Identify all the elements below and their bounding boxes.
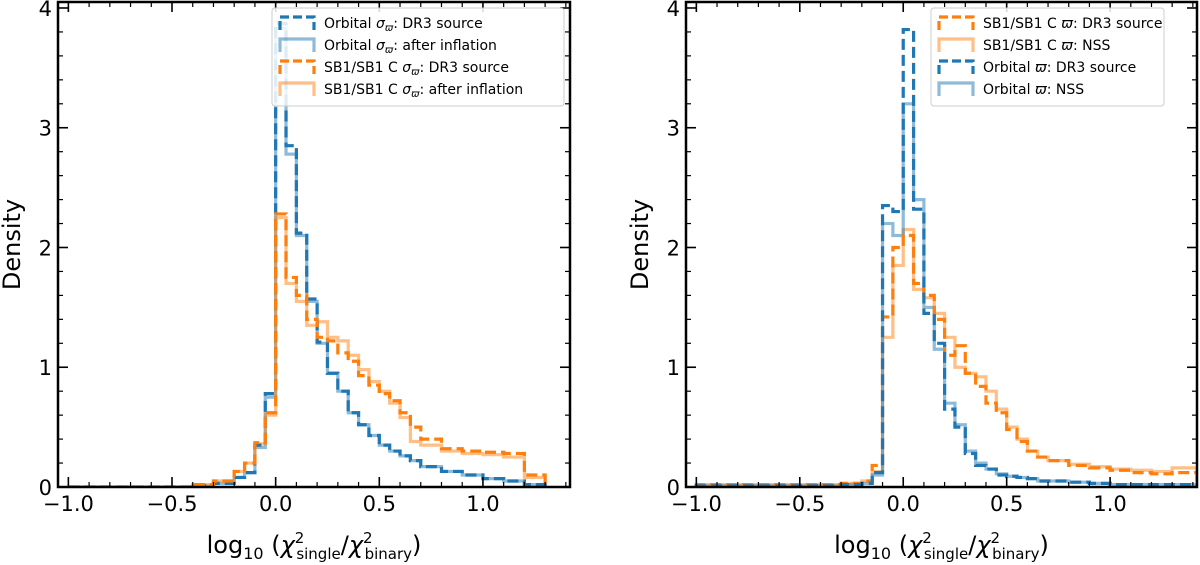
legend-label: SB1/SB1 C σϖ: after inflation [324, 82, 523, 100]
axes-frame [56, 0, 572, 489]
legend: SB1/SB1 C ϖ: DR3 source SB1/SB1 C ϖ: NSS O… [930, 7, 1165, 107]
y-tick-label: 3 [39, 117, 52, 141]
legend-swatch [937, 37, 975, 52]
legend-swatch [278, 81, 316, 96]
y-tick-label: 0 [667, 476, 680, 500]
histogram-series-1 [694, 233, 1197, 487]
y-tick-label: 0 [39, 476, 52, 500]
histogram-series-group [694, 27, 1197, 487]
x-tick-label: 1.0 [466, 492, 499, 516]
left-histogram-panel: −1.0 −0.5 0.0 0.5 1.0 0 1 2 3 4 Density log10 (χ2 si… [0, 0, 572, 563]
x-tick-label: 0.5 [363, 492, 396, 516]
legend-label: SB1/SB1 C ϖ: NSS [983, 38, 1110, 54]
legend-swatch [278, 59, 316, 74]
legend-label: SB1/SB1 C ϖ: DR3 source [983, 16, 1162, 32]
histogram-series-group [68, 21, 547, 487]
histogram-series-3 [68, 212, 547, 487]
right-histogram-panel: −1.0 −0.5 0.0 0.5 1.0 0 1 2 3 4 Density log10 (χ2 si… [626, 0, 1199, 563]
y-tick-label: 2 [667, 236, 680, 260]
x-tick-label: −0.5 [774, 492, 825, 516]
x-axis-label: log10 (χ2 single/χ2 binary) [834, 529, 1049, 563]
legend-swatch [937, 15, 975, 30]
y-axis-label: Density [626, 199, 654, 290]
axes-frame [684, 0, 1199, 489]
legend: Orbital σϖ: DR3 source Orbital σϖ: after … [271, 7, 565, 107]
x-tick-label: 1.0 [1093, 492, 1126, 516]
y-tick-label: 3 [667, 117, 680, 141]
legend-box [930, 7, 1165, 107]
histogram-series-1 [68, 21, 547, 487]
legend-swatch [278, 37, 316, 52]
histogram-series-4 [694, 102, 1197, 487]
histogram-series-3 [694, 27, 1197, 487]
x-tick-label: 0.5 [990, 492, 1023, 516]
x-axis-label: log10 (χ2 single/χ2 binary) [207, 529, 422, 563]
x-tick-label: −0.5 [147, 492, 198, 516]
legend-label: Orbital ϖ: NSS [983, 82, 1084, 98]
y-tick-label: 4 [39, 0, 52, 21]
legend-label: Orbital ϖ: DR3 source [983, 60, 1136, 76]
legend-label: SB1/SB1 C σϖ: DR3 source [324, 60, 509, 78]
legend-swatch [937, 81, 975, 96]
x-tick-label: 0.0 [887, 492, 920, 516]
legend-swatch [937, 59, 975, 74]
y-tick-label: 1 [39, 356, 52, 380]
legend-label: Orbital σϖ: after inflation [324, 38, 497, 56]
y-tick-label: 1 [667, 356, 680, 380]
x-tick-label: 0.0 [259, 492, 292, 516]
legend-label: Orbital σϖ: DR3 source [324, 16, 483, 34]
y-tick-label: 2 [39, 236, 52, 260]
x-tick-label: −1.0 [43, 492, 94, 516]
legend-swatch [278, 15, 316, 30]
histogram-series-2 [694, 227, 1197, 487]
legend-box [271, 7, 565, 107]
y-tick-label: 4 [667, 0, 680, 21]
x-tick-label: −1.0 [671, 492, 722, 516]
y-axis-label: Density [0, 199, 26, 290]
